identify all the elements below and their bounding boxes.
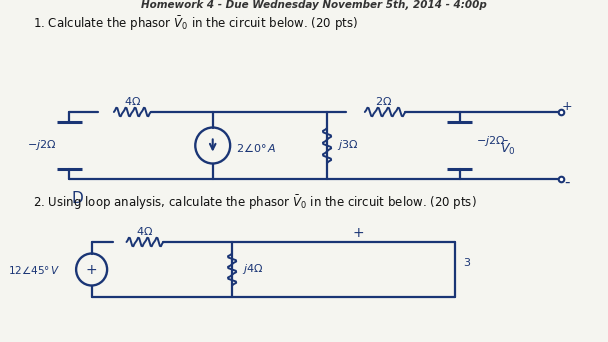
Text: 1. Calculate the phasor $\bar{V}_0$ in the circuit below. (20 pts): 1. Calculate the phasor $\bar{V}_0$ in t…	[32, 15, 358, 34]
Text: $3$: $3$	[463, 255, 471, 267]
Text: $4\Omega$: $4\Omega$	[124, 95, 141, 107]
Text: 2. Using loop analysis, calculate the phasor $\bar{V}_0$ in the circuit below. (: 2. Using loop analysis, calculate the ph…	[32, 194, 476, 212]
Text: $j4\Omega$: $j4\Omega$	[242, 263, 263, 276]
Text: $-j2\Omega$: $-j2\Omega$	[476, 133, 506, 147]
Text: +: +	[562, 101, 573, 114]
Text: $\bar{V}_0$: $\bar{V}_0$	[500, 140, 516, 157]
Text: $j3\Omega$: $j3\Omega$	[337, 139, 358, 153]
Text: -: -	[565, 174, 570, 189]
Text: $2\Omega$: $2\Omega$	[375, 95, 392, 107]
Text: D: D	[71, 191, 83, 206]
Text: $2\angle 0°\,A$: $2\angle 0°\,A$	[236, 141, 276, 154]
Text: $4\Omega$: $4\Omega$	[136, 225, 153, 237]
Text: $-j2\Omega$: $-j2\Omega$	[27, 139, 57, 153]
Text: Homework 4 - Due Wednesday November 5th, 2014 - 4:00p: Homework 4 - Due Wednesday November 5th,…	[140, 0, 486, 10]
Text: $12\angle 45°\,V$: $12\angle 45°\,V$	[9, 263, 61, 276]
Text: +: +	[86, 263, 97, 276]
Text: $+$: $+$	[352, 226, 364, 240]
